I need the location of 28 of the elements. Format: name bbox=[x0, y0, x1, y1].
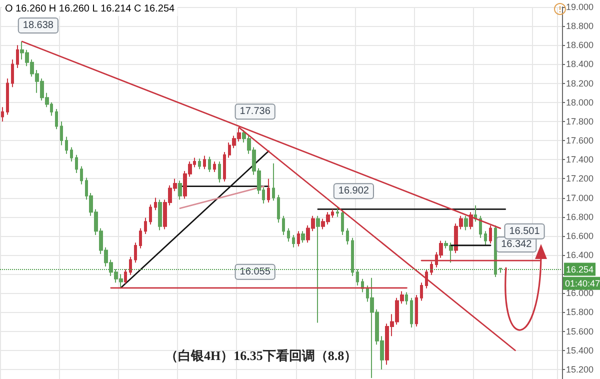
y-tick-label: 18.000 bbox=[566, 97, 594, 108]
data-label: 17.736 bbox=[240, 106, 271, 118]
text: 01:40:47 bbox=[565, 278, 600, 288]
y-tick-label: 17.200 bbox=[566, 174, 594, 184]
y-tick-label: 15.200 bbox=[566, 364, 594, 374]
data-label: 18.638 bbox=[22, 20, 54, 32]
y-tick-label: 19.000 bbox=[566, 2, 594, 12]
y-tick-label: 17.400 bbox=[566, 154, 594, 165]
y-tick-label: 15.400 bbox=[566, 345, 594, 356]
y-tick-label: 16.000 bbox=[566, 288, 594, 298]
y-tick-label: 17.600 bbox=[566, 136, 594, 146]
data-label: 16.902 bbox=[338, 186, 370, 197]
text: （白银4H）16.35下看回调（8.8） bbox=[165, 348, 358, 363]
y-tick-label: 18.400 bbox=[566, 59, 594, 70]
y-tick-label: 18.200 bbox=[566, 78, 594, 88]
y-tick-label: 16.600 bbox=[566, 230, 594, 241]
y-tick-label: 15.600 bbox=[566, 326, 594, 336]
y-tick-label: 16.400 bbox=[566, 250, 594, 260]
annotation: O 16.260 H 16.260 L 16.214 C 16.254 bbox=[5, 4, 176, 14]
y-tick-label: 16.800 bbox=[566, 212, 594, 222]
y-tick-label: 17.800 bbox=[566, 116, 594, 126]
ref-line-label: 16.254 bbox=[566, 264, 594, 274]
data-label: 16.342 bbox=[501, 239, 532, 250]
data-label: 16.501 bbox=[509, 226, 540, 237]
y-tick-label: 15.800 bbox=[566, 307, 594, 318]
y-tick-label: 18.600 bbox=[566, 40, 594, 50]
y-tick-label: 18.800 bbox=[566, 21, 594, 32]
y-tick-label: 17.000 bbox=[566, 192, 594, 203]
